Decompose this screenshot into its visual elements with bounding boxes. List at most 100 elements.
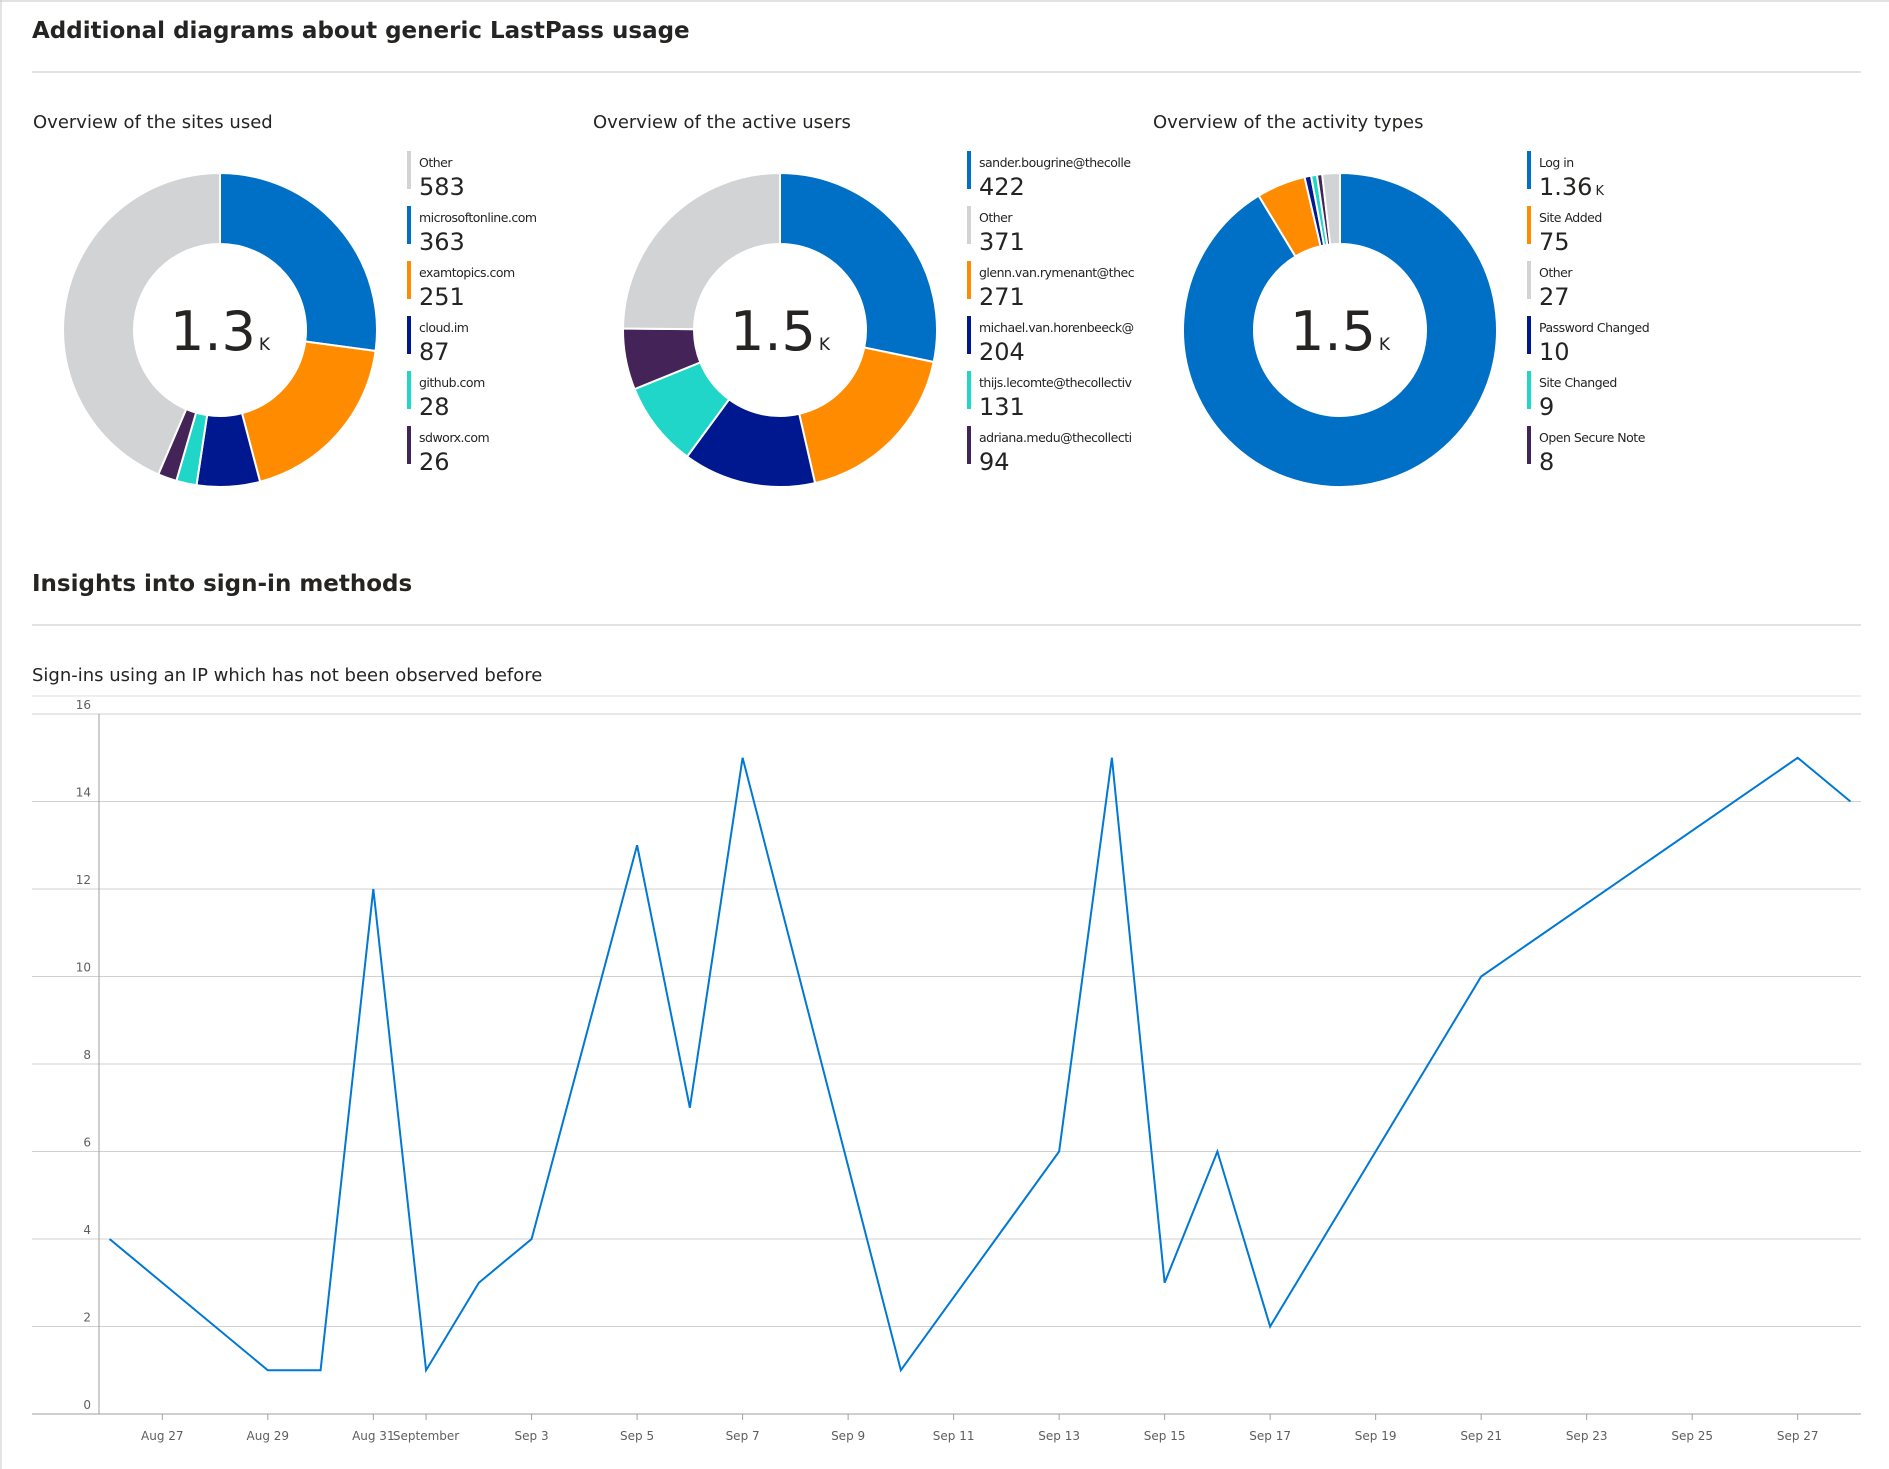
x-tick-label: Sep 21 <box>1460 1429 1502 1443</box>
legend-label: michael.van.horenbeeck@ <box>979 320 1134 335</box>
legend-value: 26 <box>419 448 450 476</box>
x-tick-label: Sep 7 <box>726 1429 760 1443</box>
donut-slice <box>779 171 938 364</box>
value-number: 422 <box>979 173 1025 201</box>
x-tick-label: Sep 3 <box>515 1429 549 1443</box>
legend-marker <box>967 316 971 354</box>
legend-label: adriana.medu@thecollecti <box>979 430 1132 445</box>
value-number: 251 <box>419 283 465 311</box>
legend-marker <box>407 206 411 244</box>
line-series <box>108 756 1852 1374</box>
legend-marker <box>407 316 411 354</box>
legend-label: Other <box>979 210 1013 225</box>
legend-value: 94 <box>979 448 1010 476</box>
legend-marker <box>1527 151 1531 189</box>
legend-label: Other <box>419 155 453 170</box>
donut-slice <box>621 171 781 331</box>
value-unit: K <box>1379 335 1391 355</box>
center-label: 1.5 K <box>1290 300 1391 363</box>
legend-value: 27 <box>1539 283 1570 311</box>
value-number: 75 <box>1539 228 1570 256</box>
chart-title: Overview of the sites used <box>33 112 273 133</box>
value-number: 271 <box>979 283 1025 311</box>
y-tick-label: 10 <box>76 961 91 975</box>
y-tick-label: 0 <box>83 1398 91 1412</box>
value-number: 131 <box>979 393 1025 421</box>
x-tick-label: Aug 31 <box>352 1429 395 1443</box>
y-tick-label: 12 <box>76 873 91 887</box>
x-tick-label: Sep 17 <box>1249 1429 1291 1443</box>
value-number: 28 <box>419 393 450 421</box>
x-tick-label: Sep 5 <box>620 1429 654 1443</box>
legend-marker <box>1527 426 1531 464</box>
center-label: 1.3 K <box>170 300 271 363</box>
legend-label: thijs.lecomte@thecollectiv <box>979 375 1133 390</box>
legend-value: 422 <box>979 173 1025 201</box>
value-number: 371 <box>979 228 1025 256</box>
legend-value: 583 <box>419 173 465 201</box>
legend-marker <box>1527 316 1531 354</box>
value-number: 27 <box>1539 283 1570 311</box>
value-number: 9 <box>1539 393 1554 421</box>
section-title: Insights into sign-in methods <box>32 571 412 597</box>
donut-slice <box>240 340 377 484</box>
y-tick-label: 14 <box>76 786 91 800</box>
value-number: 26 <box>419 448 450 476</box>
legend-marker <box>967 371 971 409</box>
legend-label: examtopics.com <box>419 265 515 280</box>
value-number: 94 <box>979 448 1010 476</box>
value-unit: K <box>259 335 271 355</box>
y-tick-label: 2 <box>83 1311 91 1325</box>
x-tick-label: September <box>393 1429 459 1443</box>
x-tick-label: Aug 29 <box>247 1429 290 1443</box>
legend-value: 10 <box>1539 338 1570 366</box>
legend-label: Site Added <box>1539 210 1602 225</box>
legend-marker <box>407 371 411 409</box>
legend-label: Site Changed <box>1539 375 1617 390</box>
donut-slice <box>1321 171 1341 246</box>
chart-title: Overview of the active users <box>593 112 851 133</box>
value-number: 363 <box>419 228 465 256</box>
legend-label: Log in <box>1539 155 1574 170</box>
legend-value: 75 <box>1539 228 1570 256</box>
x-tick-label: Sep 15 <box>1144 1429 1186 1443</box>
y-tick-label: 6 <box>83 1136 91 1150</box>
donut-slice <box>798 346 935 485</box>
x-tick-label: Sep 11 <box>933 1429 975 1443</box>
legend-marker <box>407 426 411 464</box>
legend-value: 363 <box>419 228 465 256</box>
value-unit: K <box>1595 184 1604 199</box>
value-unit: K <box>819 335 831 355</box>
legend-value: 131 <box>979 393 1025 421</box>
legend-marker <box>1527 371 1531 409</box>
value-number: 1.3 <box>170 300 256 363</box>
legend-label: Password Changed <box>1539 320 1649 335</box>
chart-title: Overview of the activity types <box>1153 112 1423 133</box>
legend-label: glenn.van.rymenant@thec <box>979 265 1135 280</box>
legend-marker <box>407 261 411 299</box>
section-title: Additional diagrams about generic LastPa… <box>32 18 690 44</box>
legend-value: 28 <box>419 393 450 421</box>
x-tick-label: Sep 13 <box>1038 1429 1080 1443</box>
legend-marker <box>407 151 411 189</box>
value-number: 1.5 <box>730 300 816 363</box>
legend-marker <box>1527 206 1531 244</box>
legend-marker <box>967 261 971 299</box>
legend-marker <box>967 206 971 244</box>
value-number: 8 <box>1539 448 1554 476</box>
x-tick-label: Sep 25 <box>1671 1429 1713 1443</box>
value-number: 1.36 <box>1539 173 1592 201</box>
value-number: 10 <box>1539 338 1570 366</box>
value-number: 583 <box>419 173 465 201</box>
legend-label: sdworx.com <box>419 430 490 445</box>
legend-label: Other <box>1539 265 1573 280</box>
legend-value: 271 <box>979 283 1025 311</box>
legend-value: 9 <box>1539 393 1554 421</box>
center-label: 1.5 K <box>730 300 831 363</box>
donut-slice <box>1182 171 1498 488</box>
x-tick-label: Sep 27 <box>1777 1429 1819 1443</box>
legend-label: sander.bougrine@thecolle <box>979 155 1131 170</box>
value-number: 87 <box>419 338 450 366</box>
y-tick-label: 8 <box>83 1048 91 1062</box>
donut-slice <box>219 171 378 353</box>
